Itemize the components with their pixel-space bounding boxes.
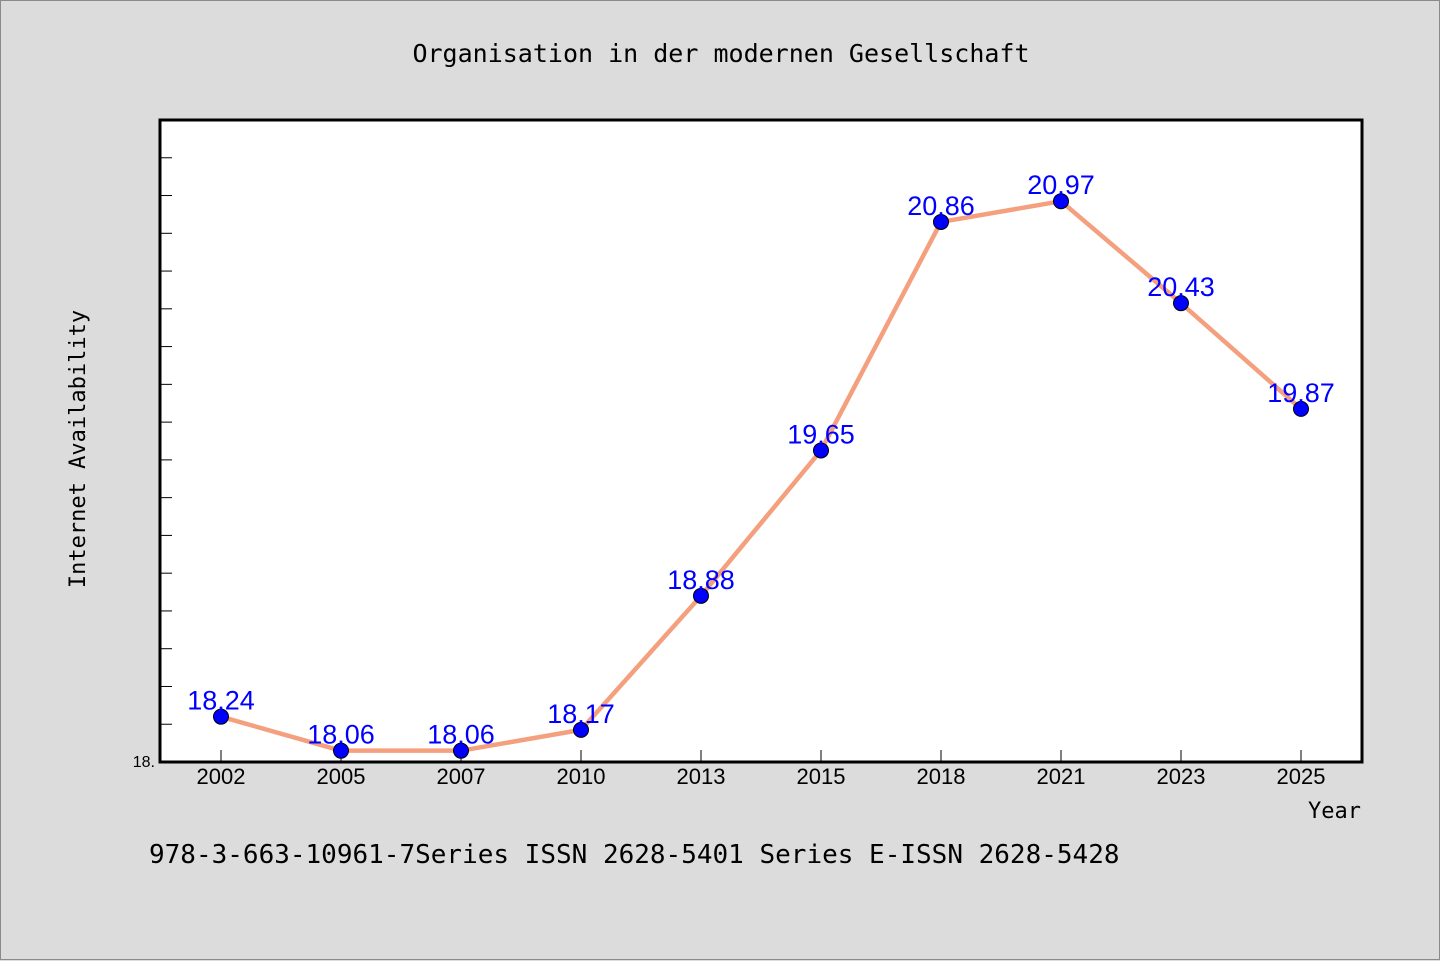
y-tick-label: 18.: [133, 754, 155, 771]
data-label: 19.87: [1267, 378, 1335, 408]
data-markers: [213, 193, 1309, 759]
data-label: 18.06: [307, 720, 375, 750]
plot-area: [158, 118, 1364, 764]
data-label: 18.17: [547, 699, 615, 729]
data-label: 20.43: [1147, 272, 1215, 302]
data-label: 19.65: [787, 419, 855, 449]
data-point: [693, 587, 709, 604]
data-labels: 18.24 18.06 18.06 18.17 18.88 19.65 20.86 20.97…: [187, 170, 1335, 749]
data-point: [333, 742, 349, 759]
x-tick-label: 2025: [1277, 764, 1326, 789]
data-point: [573, 721, 589, 738]
x-tick-label: 2023: [1157, 764, 1206, 789]
data-point: [1173, 295, 1189, 312]
data-label: 20.86: [907, 191, 975, 221]
y-axis-ticks: [160, 157, 172, 725]
x-tick-label: 2013: [677, 764, 726, 789]
data-point: [933, 213, 949, 230]
y-axis-label: Internet Availability: [66, 310, 91, 588]
x-tick-label: 2010: [557, 764, 606, 789]
x-tick-label: 2002: [197, 764, 246, 789]
x-tick-label: 2005: [317, 764, 366, 789]
x-axis-tick-labels: 2002 2005 2007 2010 2013 2015 2018 2021 2023 2025: [197, 764, 1326, 789]
data-point: [1053, 193, 1069, 210]
x-tick-label: 2015: [797, 764, 846, 789]
x-tick-label: 2021: [1037, 764, 1086, 789]
data-point: [813, 442, 829, 459]
data-point: [1293, 400, 1309, 417]
x-tick-label: 2007: [437, 764, 486, 789]
x-tick-label: 2018: [917, 764, 966, 789]
chart-title: Organisation in der modernen Gesellschaf…: [412, 39, 1029, 68]
data-label: 18.06: [427, 720, 495, 750]
footer-isbn: 978-3-663-10961-7Series ISSN 2628-5401 S…: [149, 840, 1120, 870]
data-point: [213, 708, 229, 725]
data-label: 20.97: [1027, 170, 1095, 200]
series-line: [220, 198, 1303, 753]
data-label: 18.88: [667, 565, 735, 595]
x-axis-label: Year: [1308, 799, 1361, 824]
data-label: 18.24: [187, 686, 255, 716]
data-point: [453, 742, 469, 759]
